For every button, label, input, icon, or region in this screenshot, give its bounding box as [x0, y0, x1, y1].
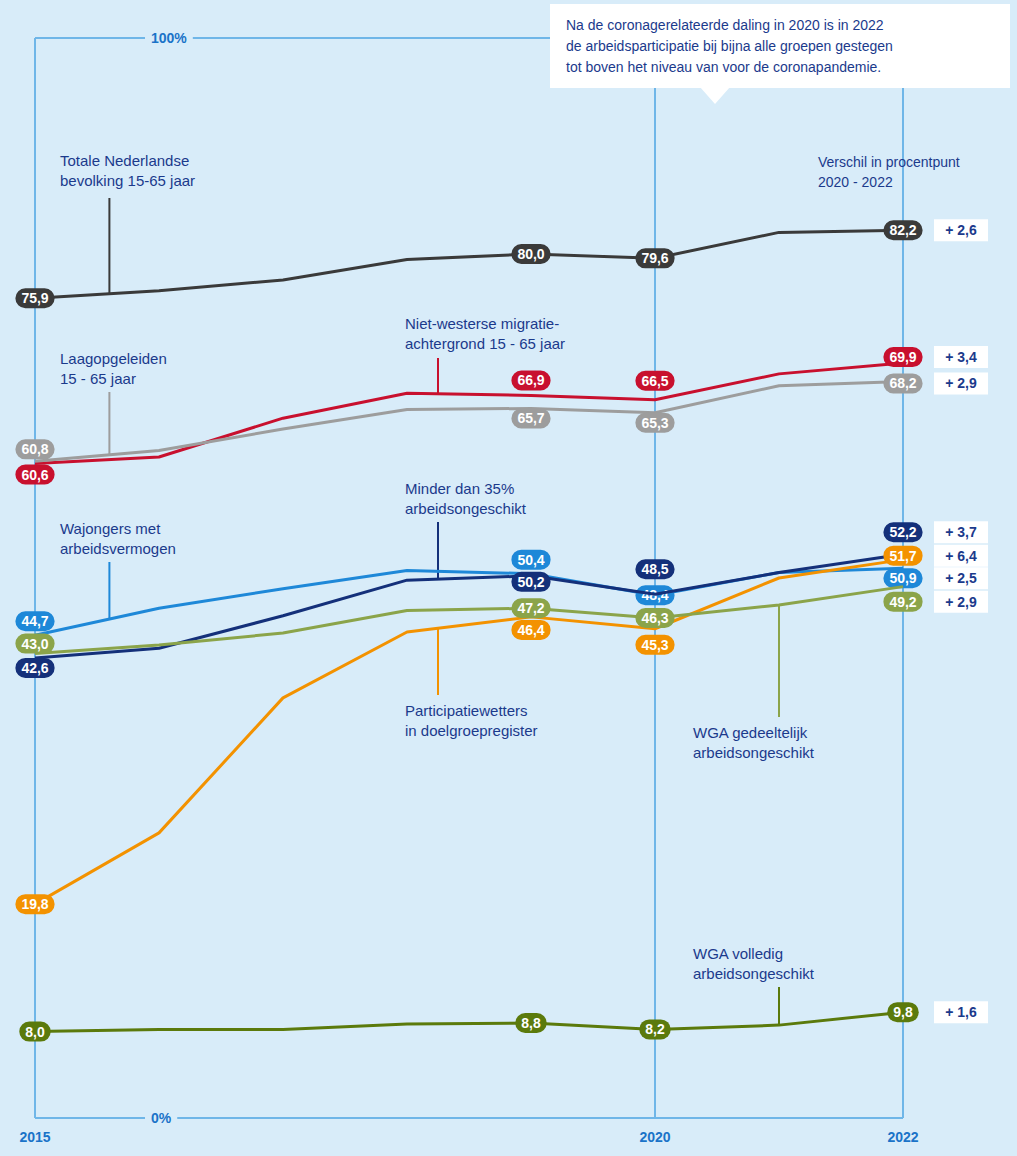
svg-text:66,5: 66,5 — [641, 373, 668, 389]
svg-text:Minder dan 35%: Minder dan 35% — [405, 480, 514, 497]
svg-text:46,4: 46,4 — [517, 622, 544, 638]
svg-text:66,9: 66,9 — [517, 372, 544, 388]
svg-text:+ 3,4: + 3,4 — [945, 349, 977, 365]
svg-text:47,2: 47,2 — [517, 600, 544, 616]
svg-text:WGA volledig: WGA volledig — [693, 945, 783, 962]
svg-text:2015: 2015 — [19, 1129, 50, 1145]
svg-text:2020: 2020 — [639, 1129, 670, 1145]
svg-text:60,8: 60,8 — [21, 441, 48, 457]
svg-text:8,2: 8,2 — [645, 1021, 665, 1037]
svg-text:Laagopgeleiden: Laagopgeleiden — [60, 350, 167, 367]
svg-text:+ 2,6: + 2,6 — [945, 222, 977, 238]
svg-text:50,9: 50,9 — [889, 570, 916, 586]
svg-text:0%: 0% — [151, 1110, 172, 1126]
svg-text:Verschil in procentpunt: Verschil in procentpunt — [818, 154, 960, 170]
svg-text:65,7: 65,7 — [517, 410, 544, 426]
svg-text:80,0: 80,0 — [517, 246, 544, 262]
svg-text:2020 - 2022: 2020 - 2022 — [818, 174, 893, 190]
svg-text:Niet-westerse migratie-: Niet-westerse migratie- — [405, 315, 559, 332]
svg-text:in doelgroepregister: in doelgroepregister — [405, 722, 538, 739]
svg-text:51,7: 51,7 — [889, 548, 916, 564]
svg-text:tot boven het niveau van voor: tot boven het niveau van voor de coronap… — [566, 59, 881, 75]
svg-text:50,2: 50,2 — [517, 574, 544, 590]
svg-text:Na de coronagerelateerde dalin: Na de coronagerelateerde daling in 2020 … — [566, 17, 884, 33]
svg-text:52,2: 52,2 — [889, 524, 916, 540]
svg-text:+ 3,7: + 3,7 — [945, 524, 977, 540]
svg-text:44,7: 44,7 — [21, 613, 48, 629]
svg-text:69,9: 69,9 — [889, 349, 916, 365]
svg-text:68,2: 68,2 — [889, 375, 916, 391]
svg-text:65,3: 65,3 — [641, 415, 668, 431]
svg-text:43,0: 43,0 — [21, 636, 48, 652]
svg-text:45,3: 45,3 — [641, 637, 668, 653]
svg-text:50,4: 50,4 — [517, 552, 544, 568]
svg-text:79,6: 79,6 — [641, 250, 668, 266]
svg-text:Wajongers met: Wajongers met — [60, 520, 161, 537]
svg-text:48,5: 48,5 — [641, 561, 668, 577]
svg-text:arbeidsongeschikt: arbeidsongeschikt — [693, 744, 815, 761]
svg-text:arbeidsvermogen: arbeidsvermogen — [60, 540, 176, 557]
svg-text:arbeidsongeschikt: arbeidsongeschikt — [693, 965, 815, 982]
svg-text:9,8: 9,8 — [893, 1004, 913, 1020]
svg-text:+ 1,6: + 1,6 — [945, 1004, 977, 1020]
svg-text:+ 2,9: + 2,9 — [945, 594, 977, 610]
svg-text:bevolking 15-65 jaar: bevolking 15-65 jaar — [60, 172, 195, 189]
svg-text:42,6: 42,6 — [21, 660, 48, 676]
svg-text:19,8: 19,8 — [21, 896, 48, 912]
svg-text:60,6: 60,6 — [21, 467, 48, 483]
svg-text:+ 2,5: + 2,5 — [945, 570, 977, 586]
svg-text:8,0: 8,0 — [25, 1024, 45, 1040]
svg-text:2022: 2022 — [887, 1129, 918, 1145]
svg-text:achtergrond 15 - 65 jaar: achtergrond 15 - 65 jaar — [405, 335, 565, 352]
svg-text:46,3: 46,3 — [641, 610, 668, 626]
svg-text:48,4: 48,4 — [641, 587, 669, 604]
svg-text:Totale Nederlandse: Totale Nederlandse — [60, 152, 189, 169]
svg-text:75,9: 75,9 — [21, 290, 48, 306]
svg-text:arbeidsongeschikt: arbeidsongeschikt — [405, 500, 527, 517]
svg-text:100%: 100% — [151, 30, 187, 46]
svg-text:8,8: 8,8 — [521, 1015, 541, 1031]
svg-text:49,2: 49,2 — [889, 594, 916, 610]
svg-text:Participatiewetters: Participatiewetters — [405, 702, 528, 719]
svg-text:82,2: 82,2 — [889, 222, 916, 238]
svg-text:+ 6,4: + 6,4 — [945, 548, 977, 564]
svg-text:de arbeidsparticipatie bij bij: de arbeidsparticipatie bij bijna alle gr… — [566, 38, 893, 54]
svg-text:15 - 65 jaar: 15 - 65 jaar — [60, 370, 136, 387]
svg-text:+ 2,9: + 2,9 — [945, 375, 977, 391]
svg-text:WGA gedeeltelijk: WGA gedeeltelijk — [693, 724, 808, 741]
